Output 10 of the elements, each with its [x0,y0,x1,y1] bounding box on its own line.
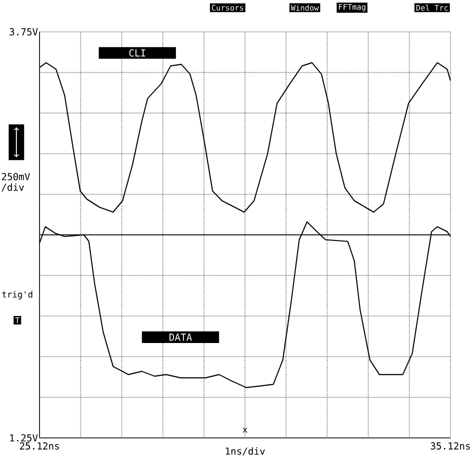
x-axis-title: 1ns/div [226,447,265,456]
text: CLI [129,49,146,56]
text: trig'd [2,290,32,300]
x-tick-label: 25.12ns [20,442,59,450]
x-tick-label: 35.12ns [430,442,470,450]
y-axis-title: 250mV /div [2,172,30,192]
y-tick-label: 3.75V [10,28,38,36]
annotation: x [242,428,248,432]
y-tick-label: 1.25V [10,434,38,442]
text: DATA [170,334,192,341]
